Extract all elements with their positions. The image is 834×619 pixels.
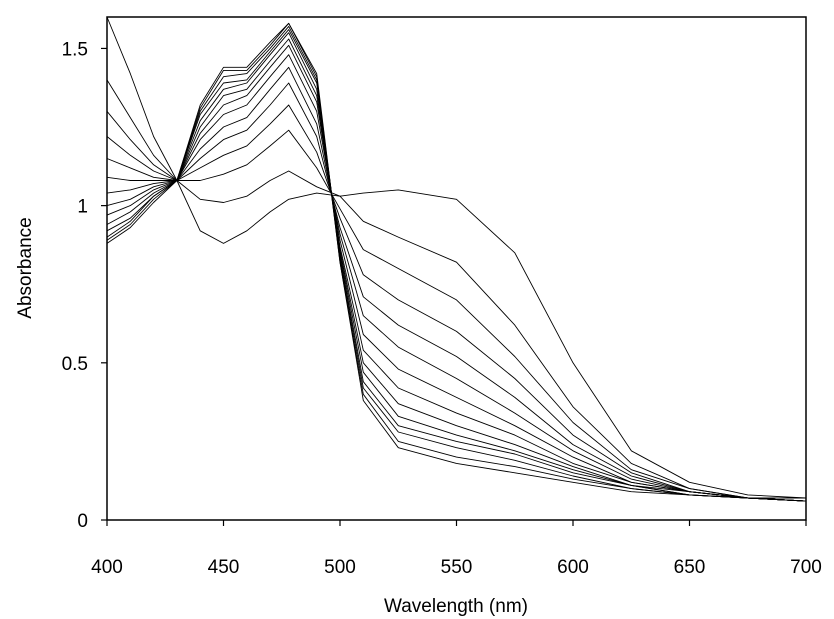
y-axis: 0 0.5 1 1.5: [62, 39, 107, 532]
y-tick-label: 1: [77, 197, 88, 218]
x-tick-label: 500: [324, 557, 356, 578]
spectrum-line-8: [106, 44, 807, 502]
x-tick-label: 400: [91, 557, 123, 578]
y-tick-label: 0: [77, 511, 88, 532]
spectrum-line-6: [106, 66, 807, 502]
spectrum-line-7: [106, 54, 807, 502]
x-axis: 400 450 500 550 600 650 700: [91, 520, 822, 578]
spectrum-line-4: [106, 104, 807, 502]
x-axis-title: Wavelength (nm): [384, 596, 528, 617]
spectrum-line-1: [106, 16, 807, 499]
spectrum-line-14: [106, 22, 807, 502]
spectrum-line-3: [106, 111, 807, 502]
x-tick-label: 550: [441, 557, 473, 578]
y-tick-label: 1.5: [62, 39, 88, 60]
x-tick-label: 650: [674, 557, 706, 578]
x-tick-label: 700: [790, 557, 822, 578]
spectrum-line-9: [106, 38, 807, 502]
spectrum-line-11: [106, 29, 807, 502]
spectrum-line-2: [106, 79, 806, 499]
spectrum-line-10: [106, 32, 807, 502]
x-tick-label: 600: [557, 557, 589, 578]
x-tick-label: 450: [208, 557, 240, 578]
spectrum-line-12: [106, 25, 807, 502]
y-axis-title: Absorbance: [15, 217, 36, 318]
y-tick-label: 0.5: [62, 354, 88, 375]
plot-frame: [106, 16, 807, 521]
series-layer: [106, 16, 807, 502]
spectrum-line-5: [106, 82, 807, 502]
